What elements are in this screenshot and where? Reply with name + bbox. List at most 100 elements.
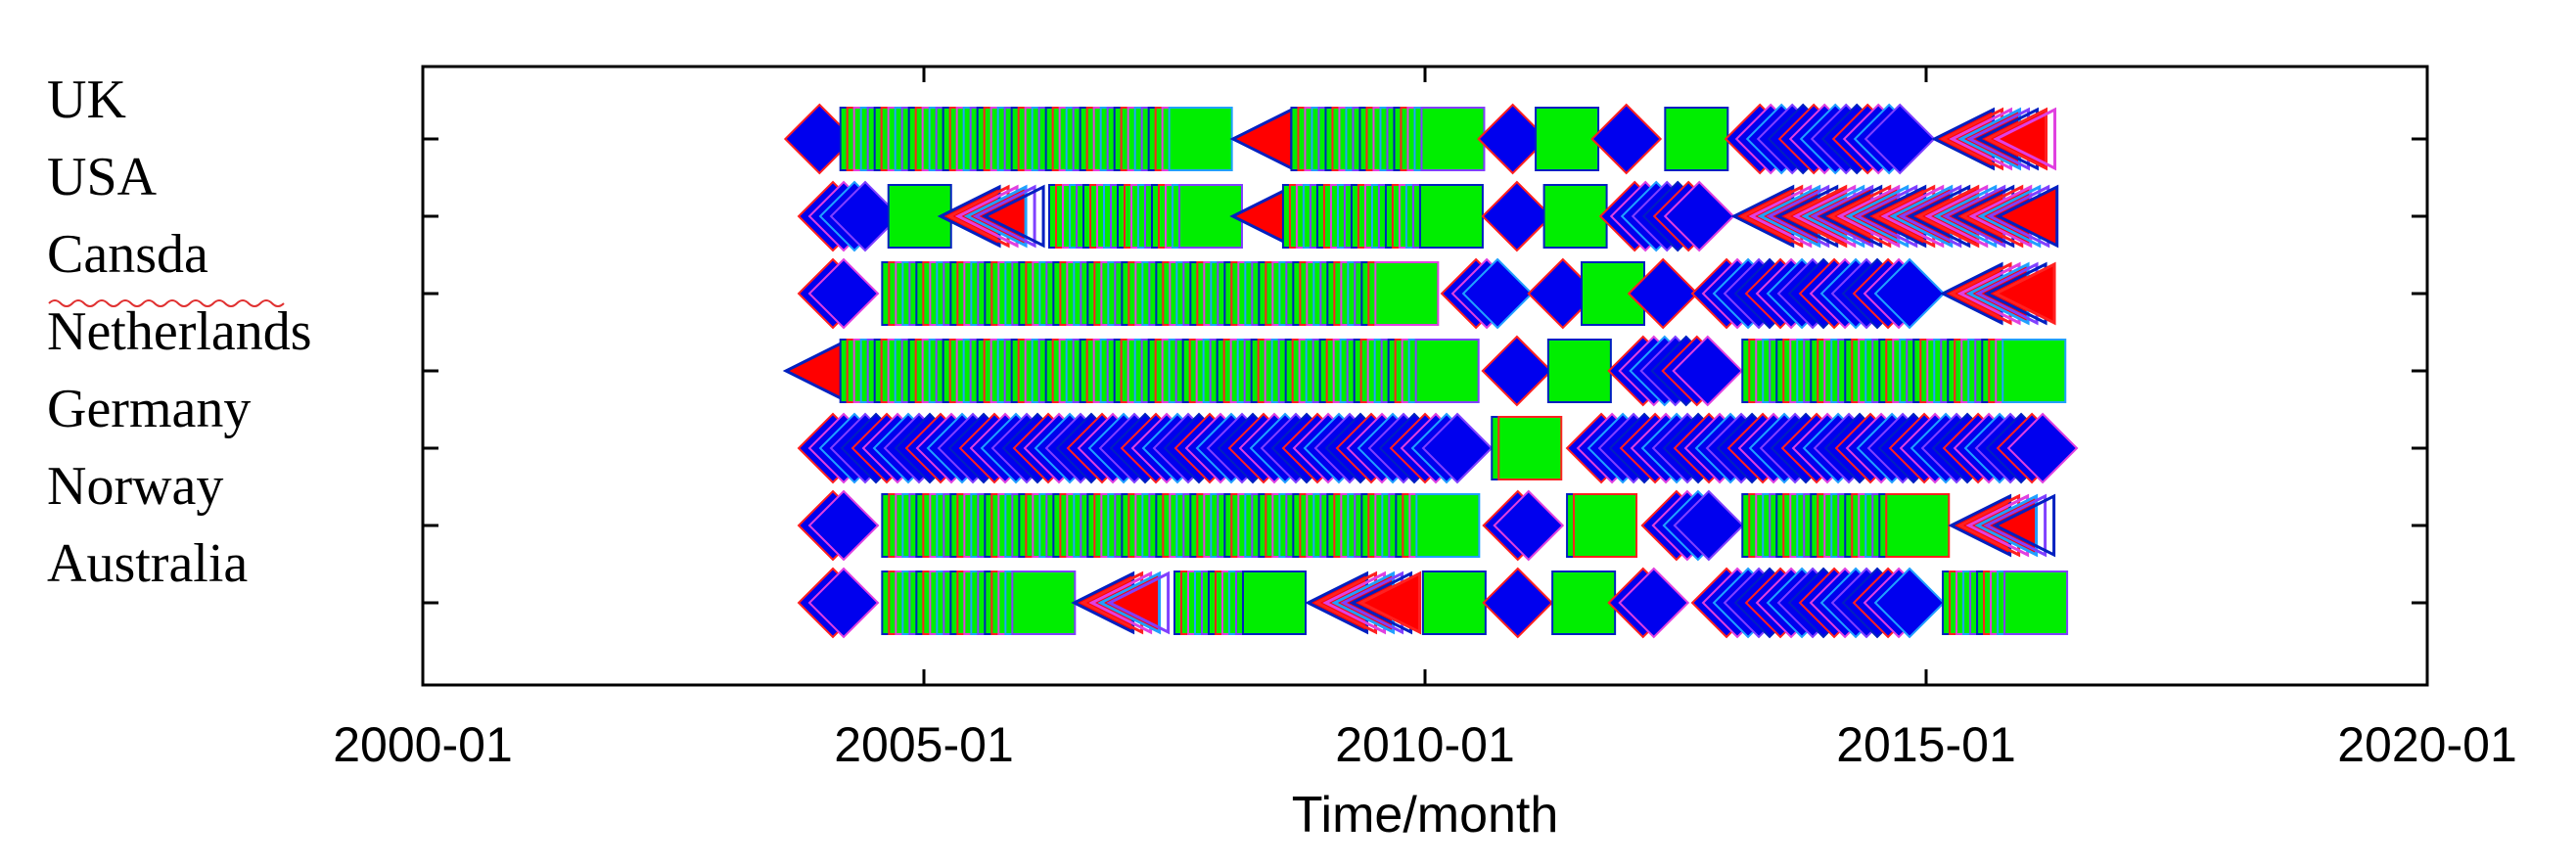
diamond-marker <box>1618 567 1690 639</box>
series-row-australia <box>797 567 2069 639</box>
segment-square <box>1421 570 1487 635</box>
triangle-marker <box>1984 107 2048 171</box>
segment-diamond <box>1640 489 1745 562</box>
y-label-usa: USA <box>47 147 158 207</box>
square-marker <box>2001 339 2067 403</box>
segment-square <box>839 339 1480 403</box>
diamond-marker <box>2006 412 2079 484</box>
diamond-marker <box>1461 257 1534 330</box>
square-marker <box>1551 570 1617 635</box>
square-marker <box>1573 493 1638 558</box>
x-tick-label-2000-01: 2000-01 <box>333 717 513 772</box>
segment-diamond <box>1481 180 1553 252</box>
y-axis-ticks <box>423 137 2427 605</box>
segment-triangle <box>1229 107 1294 171</box>
diamond-marker <box>1672 335 1744 407</box>
triangle-marker <box>1357 570 1422 635</box>
segment-square <box>1551 570 1617 635</box>
segment-square <box>1566 493 1638 558</box>
y-axis-labels: UK USA Cansda Netherlands Germany Norway Austr… <box>47 69 312 594</box>
triangle-marker <box>1992 261 2056 326</box>
segment-diamond <box>1440 257 1534 330</box>
segment-diamond <box>1690 567 1946 639</box>
y-label-cansda: Cansda <box>47 224 208 285</box>
segment-diamond <box>797 412 1494 484</box>
segment-triangle <box>1305 570 1422 635</box>
square-marker <box>1418 184 1484 249</box>
series-row-norway <box>797 489 2056 562</box>
y-label-norway: Norway <box>47 456 223 517</box>
segment-square <box>1281 184 1484 249</box>
diamond-marker <box>1481 335 1553 407</box>
diamond-marker <box>1421 412 1494 484</box>
square-marker <box>1542 184 1608 249</box>
segment-square <box>1173 570 1307 635</box>
y-label-germany: Germany <box>47 379 251 439</box>
x-tick-label-2005-01: 2005-01 <box>834 717 1014 772</box>
series-row-uk <box>783 103 2057 175</box>
triangle-marker <box>1983 493 2047 558</box>
segment-square <box>1290 107 1486 171</box>
segment-diamond <box>797 180 901 252</box>
series-row-usa <box>797 180 2059 252</box>
segment-square <box>881 261 1440 326</box>
y-label-uk: UK <box>47 69 126 130</box>
segment-diamond <box>1482 567 1554 639</box>
segment-triangle <box>1931 107 2057 171</box>
segment-diamond <box>797 567 880 639</box>
segment-diamond <box>797 489 880 562</box>
segment-diamond <box>1724 103 1936 175</box>
segment-diamond <box>1607 335 1744 407</box>
square-marker <box>1546 339 1612 403</box>
diamond-marker <box>807 567 880 639</box>
diamond-marker <box>1482 567 1554 639</box>
series-marks <box>782 103 2079 639</box>
square-marker <box>1421 570 1487 635</box>
triangle-marker <box>782 339 847 403</box>
square-marker <box>1168 107 1233 171</box>
square-marker <box>1242 570 1307 635</box>
diamond-marker <box>807 489 880 562</box>
series-row-germany <box>797 412 2079 484</box>
segment-square <box>1535 107 1600 171</box>
x-tick-label-2020-01: 2020-01 <box>2337 717 2517 772</box>
segment-square <box>839 107 1233 171</box>
diamond-marker <box>1873 567 1946 639</box>
x-tick-label-2010-01: 2010-01 <box>1335 717 1515 772</box>
y-label-netherlands: Netherlands <box>47 301 312 362</box>
diamond-marker <box>1873 257 1946 330</box>
segment-diamond <box>1607 567 1690 639</box>
segment-square <box>1491 416 1563 480</box>
segment-square <box>1542 184 1608 249</box>
segment-square <box>881 493 1481 558</box>
segment-diamond <box>1627 257 1699 330</box>
triangle-marker <box>1097 570 1162 635</box>
x-tick-label-2015-01: 2015-01 <box>1836 717 2016 772</box>
segment-diamond <box>1482 489 1565 562</box>
triangle-marker <box>1993 107 2057 171</box>
square-marker <box>1497 416 1563 480</box>
segment-triangle <box>782 339 847 403</box>
square-marker <box>1011 570 1077 635</box>
diamond-marker <box>1863 103 1936 175</box>
segment-diamond <box>1590 103 1663 175</box>
triangle-marker <box>1229 107 1294 171</box>
diamond-marker <box>1590 103 1663 175</box>
square-marker <box>1420 107 1486 171</box>
series-row-cansda <box>797 257 2056 330</box>
diamond-marker <box>1493 489 1565 562</box>
y-label-australia: Australia <box>47 533 248 594</box>
triangle-marker <box>972 184 1036 249</box>
diamond-marker <box>1481 180 1553 252</box>
triangle-marker <box>1106 570 1171 635</box>
diamond-marker <box>807 257 880 330</box>
segment-square <box>1546 339 1612 403</box>
segment-square <box>1048 184 1243 249</box>
diamond-marker <box>1663 180 1735 252</box>
segment-square <box>1664 107 1729 171</box>
square-marker <box>1415 493 1481 558</box>
triangle-marker <box>1992 493 2056 558</box>
square-marker <box>1664 107 1729 171</box>
segment-triangle <box>1939 261 2056 326</box>
segment-triangle <box>1730 184 2059 249</box>
